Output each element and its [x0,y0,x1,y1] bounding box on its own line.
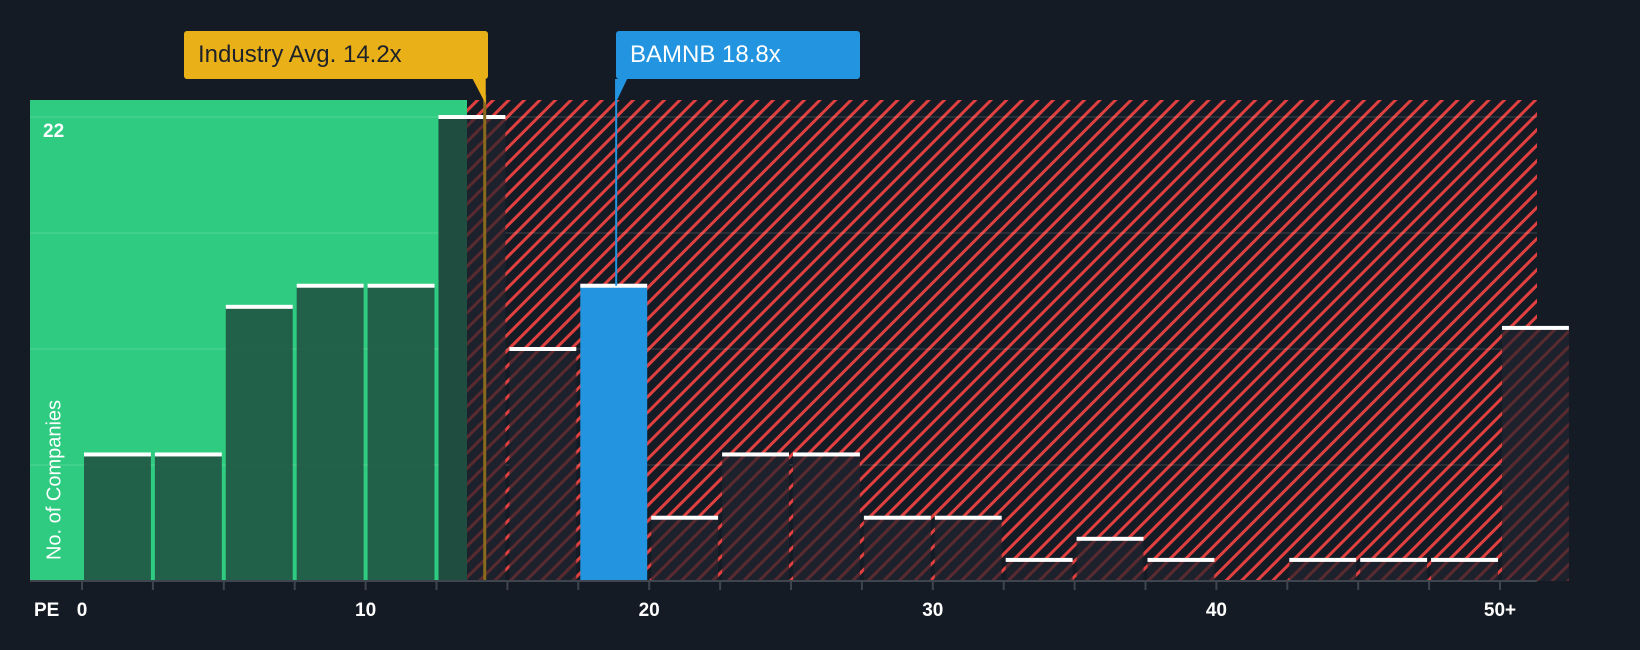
histogram-bar [84,454,151,581]
x-tick-label: 20 [638,600,660,621]
histogram-bar [225,306,293,581]
bar-cap [1147,557,1215,562]
x-tick-label: 0 [76,600,88,621]
bar-cap [84,452,151,457]
bar-cap [296,283,364,288]
histogram-bar [1147,559,1215,581]
histogram-bar [296,285,364,581]
histogram-bar [1005,559,1073,581]
histogram-bar [1431,559,1498,581]
x-tick-label: 10 [355,600,377,621]
bar-cap [154,452,222,457]
bar-cap [722,452,789,457]
histogram-bar [367,285,435,581]
histogram-bar [934,517,1002,581]
histogram-bar [863,517,931,581]
histogram-bar [651,517,719,581]
company-callout-pointer [615,79,628,104]
markers [472,79,628,581]
histogram-bar [1076,538,1144,581]
bar-cap [1502,325,1569,330]
y-axis-title: No. of Companies [43,399,66,561]
bar-cap [1431,557,1498,562]
industry-average-callout: Industry Avg. 14.2x [184,31,488,79]
bar-cap [367,283,435,288]
x-axis-name: PE [34,600,60,621]
bar-cap [651,515,719,520]
company-pe-callout: BAMNB 18.8x [616,31,860,79]
x-axis-ticks [81,581,1501,590]
bars [84,115,1569,581]
x-tick-label: 40 [1205,600,1227,621]
bar-cap [580,283,648,288]
y-axis-top-tick: 22 [43,121,65,142]
bar-cap [509,347,577,351]
bar-cap [1076,536,1144,541]
histogram-bar [154,454,222,581]
industry-callout-pointer [472,79,486,104]
company-bar [580,285,648,581]
bar-cap [863,515,931,520]
histogram-bar [793,454,860,581]
x-tick-label: 30 [922,600,944,621]
bar-cap [1360,557,1428,562]
bar-cap [225,304,293,309]
bar-cap [934,515,1002,520]
bar-cap [438,115,506,119]
x-tick-label: 50+ [1483,600,1517,621]
histogram-bar [509,349,577,581]
histogram-bar [1360,559,1428,581]
histogram-bar [438,117,467,581]
bar-cap [793,452,860,457]
histogram-bar [1502,327,1569,581]
bar-cap [1005,557,1073,562]
bar-cap [1289,557,1357,562]
histogram-bar [1289,559,1357,581]
histogram-bar [722,454,789,581]
